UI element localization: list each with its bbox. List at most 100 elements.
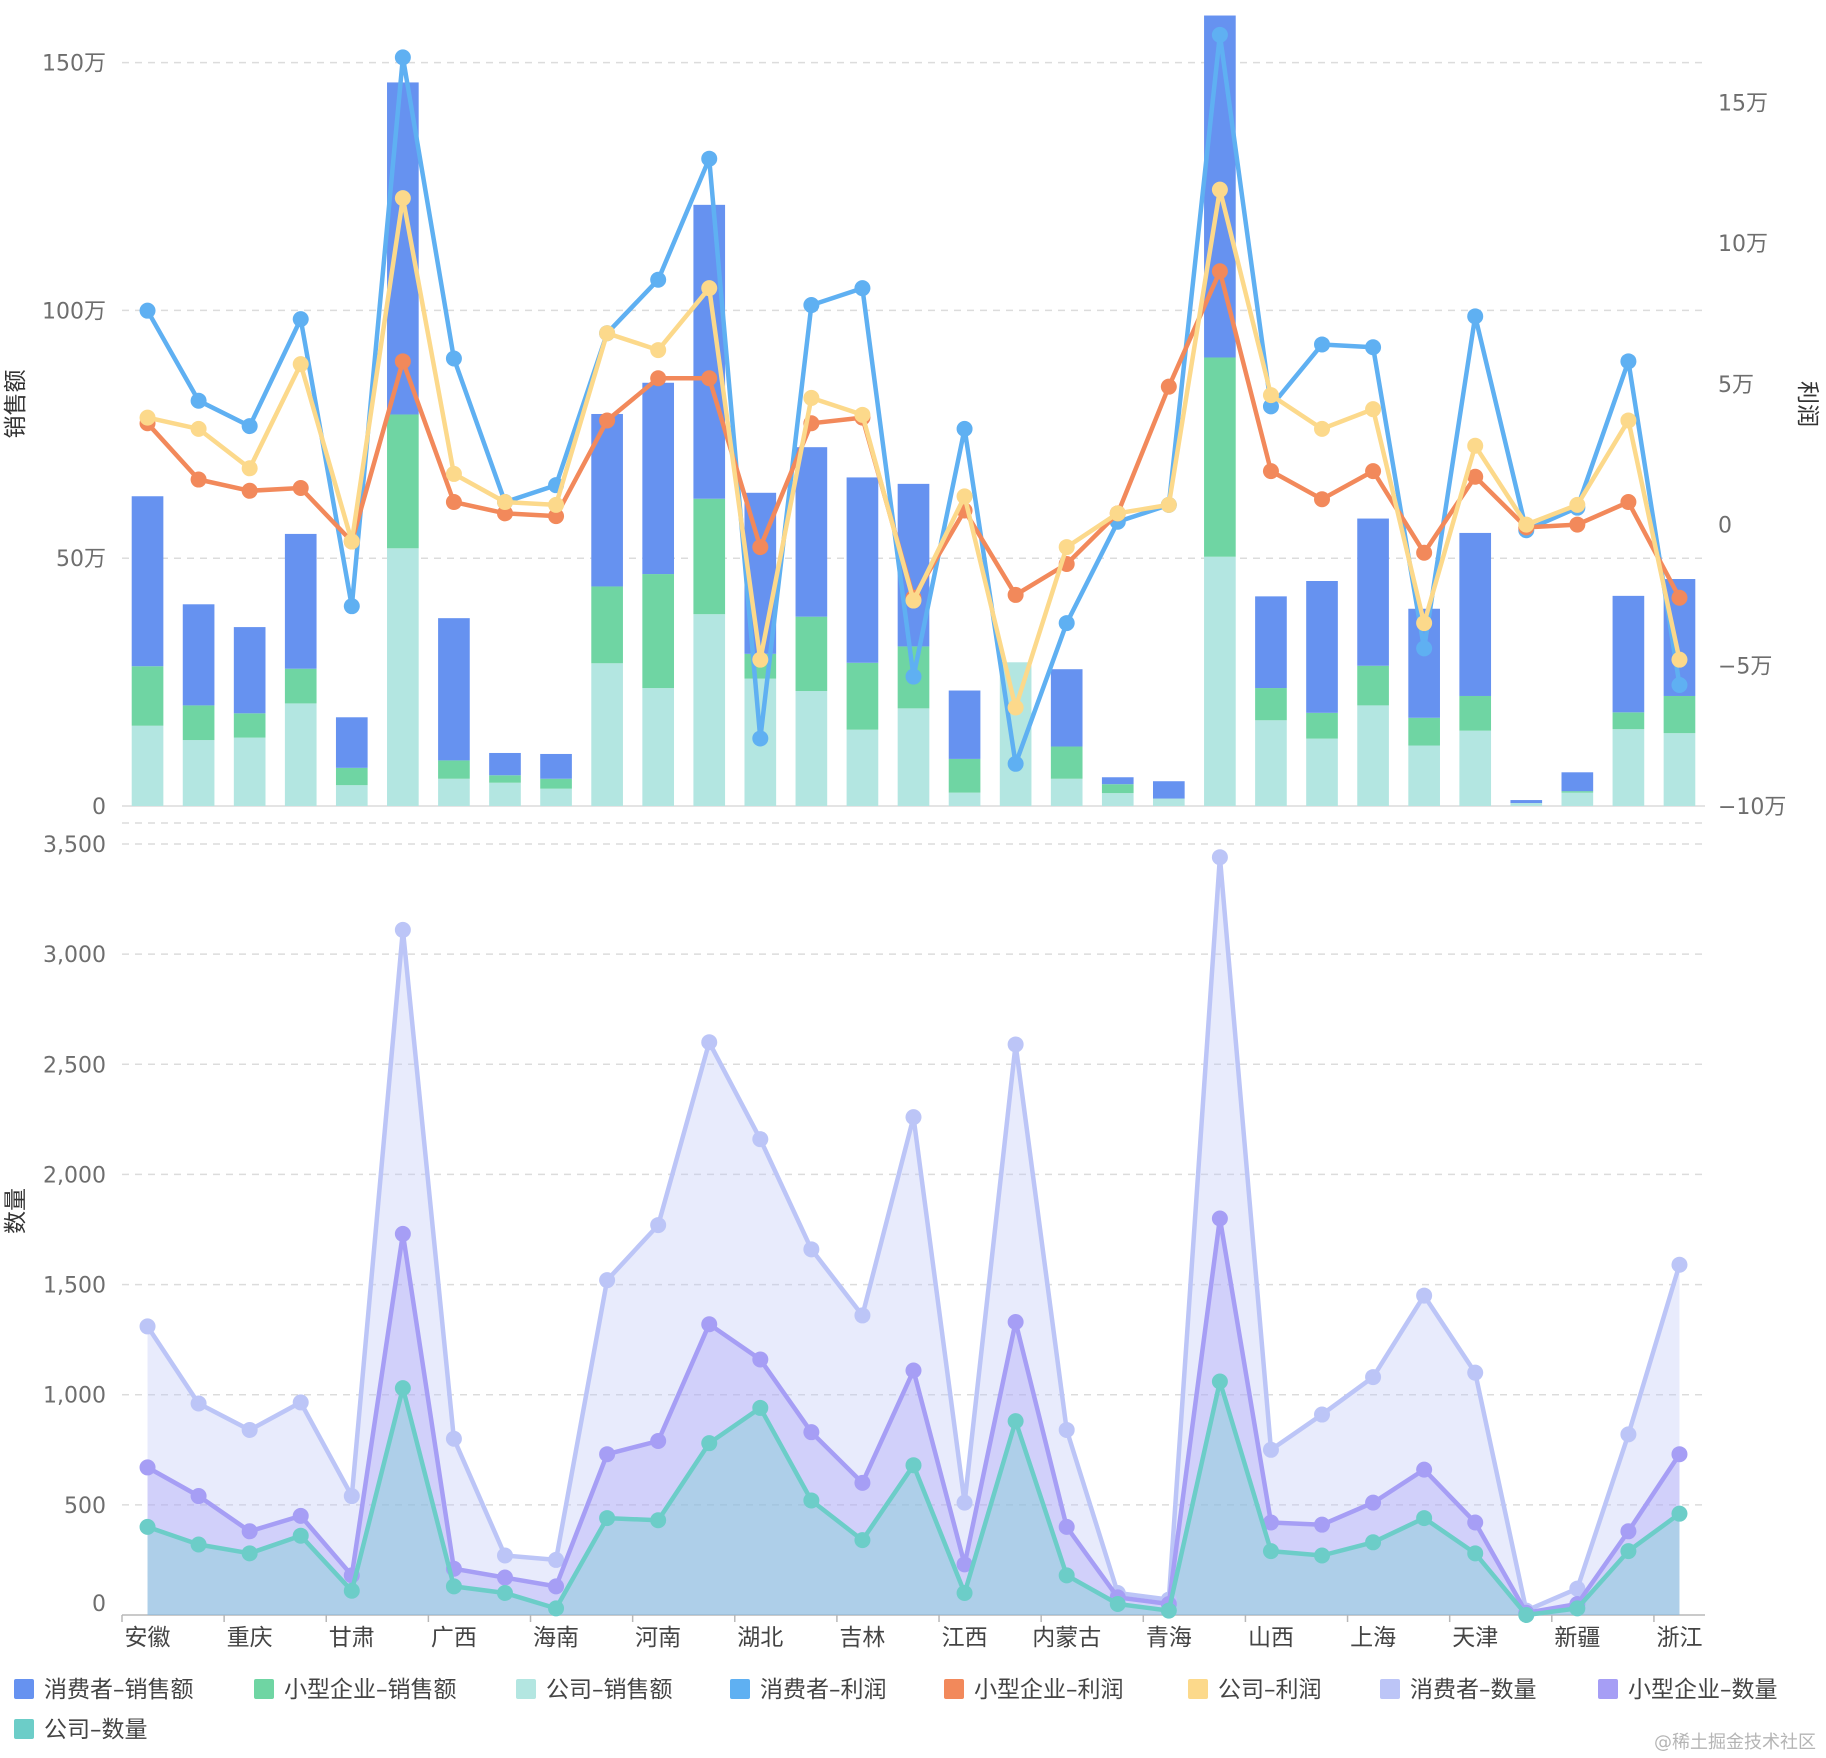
bar-segment[interactable] — [438, 618, 470, 761]
quantity-point[interactable] — [599, 1272, 616, 1289]
quantity-point[interactable] — [701, 1435, 718, 1452]
profit-point[interactable] — [803, 297, 820, 314]
bar-segment[interactable] — [1050, 778, 1083, 806]
profit-point[interactable] — [1262, 398, 1279, 415]
bar-segment[interactable] — [1255, 688, 1287, 721]
bar-segment[interactable] — [233, 627, 266, 714]
profit-point[interactable] — [1211, 263, 1228, 280]
quantity-point[interactable] — [292, 1507, 309, 1524]
profit-point[interactable] — [1058, 615, 1075, 632]
profit-point[interactable] — [1160, 496, 1177, 513]
bar-segment[interactable] — [131, 666, 164, 726]
bar-segment[interactable] — [1663, 695, 1696, 734]
quantity-point[interactable] — [1058, 1567, 1075, 1584]
quantity-point[interactable] — [650, 1432, 667, 1449]
quantity-point[interactable] — [190, 1536, 207, 1553]
profit-point[interactable] — [905, 592, 922, 609]
bar-segment[interactable] — [131, 725, 164, 806]
quantity-point[interactable] — [650, 1512, 667, 1529]
quantity-point[interactable] — [1262, 1514, 1279, 1531]
quantity-point[interactable] — [394, 1380, 411, 1397]
quantity-point[interactable] — [701, 1034, 718, 1051]
quantity-point[interactable] — [1620, 1523, 1637, 1540]
bar-segment[interactable] — [1204, 556, 1236, 806]
quantity-point[interactable] — [1467, 1514, 1484, 1531]
bar-segment[interactable] — [897, 708, 930, 806]
profit-point[interactable] — [701, 280, 718, 297]
quantity-point[interactable] — [241, 1421, 258, 1438]
legend-item[interactable]: 小型企业–利润 — [944, 1677, 1124, 1703]
profit-point[interactable] — [1416, 640, 1433, 657]
legend-item[interactable]: 消费者–利润 — [730, 1677, 887, 1703]
bar-segment[interactable] — [1306, 712, 1338, 739]
quantity-point[interactable] — [548, 1578, 565, 1595]
quantity-point[interactable] — [292, 1527, 309, 1544]
legend-item[interactable]: 消费者–销售额 — [14, 1677, 194, 1703]
bar-segment[interactable] — [693, 498, 726, 615]
bar-segment[interactable] — [1204, 357, 1236, 557]
bar-segment[interactable] — [438, 760, 470, 779]
bar-segment[interactable] — [1357, 518, 1389, 666]
profit-point[interactable] — [394, 190, 411, 207]
profit-point[interactable] — [1671, 589, 1688, 606]
quantity-point[interactable] — [752, 1399, 769, 1416]
profit-point[interactable] — [394, 353, 411, 370]
bar-segment[interactable] — [182, 604, 215, 706]
quantity-point[interactable] — [905, 1109, 922, 1126]
profit-point[interactable] — [1569, 496, 1586, 513]
bar-segment[interactable] — [182, 740, 215, 806]
quantity-point[interactable] — [496, 1584, 513, 1601]
quantity-point[interactable] — [139, 1459, 156, 1476]
profit-point[interactable] — [496, 494, 513, 511]
bar-segment[interactable] — [1510, 800, 1543, 804]
profit-point[interactable] — [1007, 755, 1024, 772]
bar-segment[interactable] — [948, 792, 981, 806]
bar-segment[interactable] — [642, 688, 675, 806]
quantity-point[interactable] — [1314, 1547, 1331, 1564]
profit-point[interactable] — [445, 350, 462, 367]
profit-point[interactable] — [445, 465, 462, 482]
bar-segment[interactable] — [1561, 772, 1594, 792]
bar-segment[interactable] — [846, 662, 879, 730]
bar-segment[interactable] — [489, 782, 521, 806]
bar-segment[interactable] — [1663, 733, 1696, 806]
profit-point[interactable] — [803, 389, 820, 406]
profit-point[interactable] — [1467, 437, 1484, 454]
bar-segment[interactable] — [387, 548, 419, 806]
bar-segment[interactable] — [1459, 730, 1492, 806]
quantity-point[interactable] — [1058, 1421, 1075, 1438]
profit-point[interactable] — [1262, 387, 1279, 404]
quantity-point[interactable] — [1467, 1545, 1484, 1562]
quantity-point[interactable] — [599, 1446, 616, 1463]
profit-point[interactable] — [650, 370, 667, 387]
bar-segment[interactable] — [795, 691, 828, 806]
bar-segment[interactable] — [1561, 791, 1594, 793]
quantity-point[interactable] — [548, 1600, 565, 1617]
bar-segment[interactable] — [948, 758, 981, 793]
quantity-point[interactable] — [956, 1556, 973, 1573]
profit-point[interactable] — [1262, 463, 1279, 480]
profit-point[interactable] — [854, 280, 871, 297]
profit-point[interactable] — [650, 271, 667, 288]
profit-point[interactable] — [1569, 516, 1586, 533]
quantity-point[interactable] — [1058, 1518, 1075, 1535]
bar-segment[interactable] — [1408, 745, 1440, 806]
legend-item[interactable]: 消费者–数量 — [1380, 1677, 1537, 1703]
quantity-point[interactable] — [752, 1131, 769, 1148]
profit-point[interactable] — [1365, 463, 1382, 480]
bar-segment[interactable] — [438, 778, 470, 806]
profit-point[interactable] — [292, 479, 309, 496]
bar-segment[interactable] — [489, 752, 521, 776]
profit-point[interactable] — [956, 420, 973, 437]
profit-point[interactable] — [1416, 544, 1433, 561]
quantity-point[interactable] — [854, 1532, 871, 1549]
quantity-point[interactable] — [905, 1362, 922, 1379]
quantity-point[interactable] — [1467, 1364, 1484, 1381]
quantity-point[interactable] — [701, 1316, 718, 1333]
quantity-point[interactable] — [1416, 1287, 1433, 1304]
quantity-point[interactable] — [1365, 1534, 1382, 1551]
profit-point[interactable] — [854, 406, 871, 423]
quantity-point[interactable] — [599, 1510, 616, 1527]
profit-point[interactable] — [752, 539, 769, 556]
quantity-point[interactable] — [803, 1424, 820, 1441]
